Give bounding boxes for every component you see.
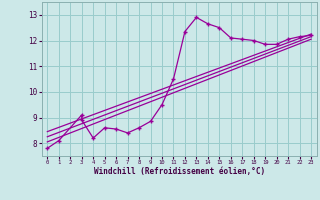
X-axis label: Windchill (Refroidissement éolien,°C): Windchill (Refroidissement éolien,°C) — [94, 167, 265, 176]
